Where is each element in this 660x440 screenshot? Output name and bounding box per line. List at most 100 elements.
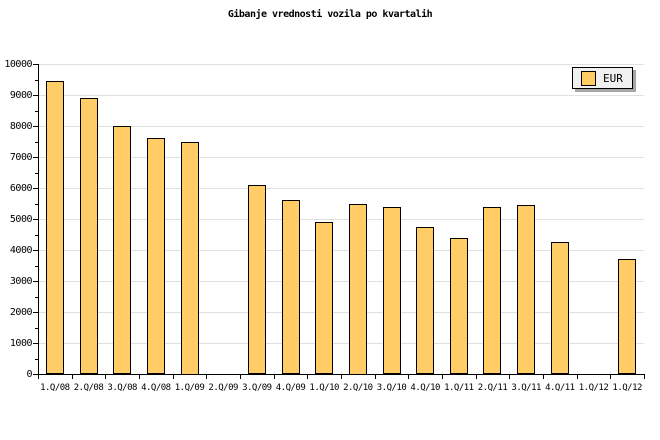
y-tick-label: 5000 xyxy=(9,214,33,225)
x-tick-label: 1.Q/08 xyxy=(40,383,70,393)
y-tick-label: 0 xyxy=(26,369,32,380)
bar-1.Q/12 xyxy=(618,259,636,374)
x-tick xyxy=(476,374,477,379)
legend-label: EUR xyxy=(603,71,623,85)
x-tick-label: 4.Q/11 xyxy=(545,383,575,393)
gridline xyxy=(38,157,644,158)
y-minor-tick xyxy=(35,141,38,143)
x-tick-label: 4.Q/08 xyxy=(141,383,171,393)
bar-4.Q/09 xyxy=(282,200,300,374)
y-major-tick xyxy=(33,281,38,282)
y-major-tick xyxy=(33,64,38,65)
x-tick xyxy=(509,374,510,379)
bar-1.Q/08 xyxy=(46,81,64,374)
y-tick-label: 1000 xyxy=(9,338,33,349)
x-tick-label: 2.Q/09 xyxy=(208,383,238,393)
gridline xyxy=(38,95,644,96)
x-tick-label: 3.Q/08 xyxy=(107,383,137,393)
x-tick xyxy=(38,374,39,379)
bar-4.Q/11 xyxy=(551,242,569,374)
bar-1.Q/11 xyxy=(450,238,468,374)
x-tick-label: 4.Q/10 xyxy=(410,383,440,393)
x-tick xyxy=(543,374,544,379)
x-tick-label: 4.Q/09 xyxy=(275,383,306,393)
y-tick-label: 3000 xyxy=(9,276,33,287)
x-tick-label: 3.Q/09 xyxy=(242,383,272,393)
gridline xyxy=(38,343,644,344)
bar-4.Q/08 xyxy=(147,138,165,374)
x-tick xyxy=(307,374,308,379)
y-tick-label: 4000 xyxy=(9,245,33,256)
y-minor-tick xyxy=(35,358,38,360)
x-tick xyxy=(610,374,611,379)
gridline xyxy=(38,312,644,313)
gridline xyxy=(38,188,644,189)
x-tick-label: 1.Q/10 xyxy=(309,383,339,393)
bar-3.Q/09 xyxy=(248,185,266,374)
y-major-tick xyxy=(33,219,38,220)
y-minor-tick xyxy=(35,265,38,267)
y-axis xyxy=(38,64,39,375)
bar-4.Q/10 xyxy=(416,227,434,374)
gridline xyxy=(38,250,644,251)
x-tick xyxy=(105,374,106,379)
x-tick-label: 1.Q/09 xyxy=(174,383,205,393)
y-major-tick xyxy=(33,95,38,96)
x-tick-label: 2.Q/11 xyxy=(477,383,508,393)
y-tick-label: 10000 xyxy=(4,59,32,70)
x-tick xyxy=(644,374,645,379)
y-tick-label: 6000 xyxy=(9,183,33,194)
y-minor-tick xyxy=(35,172,38,174)
y-major-tick xyxy=(33,343,38,344)
x-tick xyxy=(173,374,174,379)
x-tick xyxy=(375,374,376,379)
bar-2.Q/08 xyxy=(80,98,98,374)
bar-2.Q/11 xyxy=(483,207,501,374)
x-tick xyxy=(442,374,443,379)
y-minor-tick xyxy=(35,234,38,236)
gridline xyxy=(38,126,644,127)
x-tick xyxy=(72,374,73,379)
x-tick xyxy=(274,374,275,379)
x-tick xyxy=(240,374,241,379)
y-tick-label: 2000 xyxy=(9,307,33,318)
x-tick-label: 1.Q/12 xyxy=(578,383,609,393)
y-minor-tick xyxy=(35,327,38,329)
x-tick-label: 3.Q/11 xyxy=(511,383,541,393)
x-tick xyxy=(206,374,207,379)
y-minor-tick xyxy=(35,110,38,112)
x-tick xyxy=(139,374,140,379)
bar-3.Q/11 xyxy=(517,205,535,374)
x-tick-label: 2.Q/10 xyxy=(343,383,373,393)
gridline xyxy=(38,281,644,282)
y-tick-label: 8000 xyxy=(9,121,33,132)
bar-1.Q/10 xyxy=(315,222,333,374)
y-major-tick xyxy=(33,312,38,313)
y-minor-tick xyxy=(35,296,38,298)
y-major-tick xyxy=(33,126,38,127)
x-tick-label: 1.Q/11 xyxy=(444,383,474,393)
y-minor-tick xyxy=(35,79,38,81)
bar-3.Q/10 xyxy=(383,207,401,374)
y-major-tick xyxy=(33,188,38,189)
x-tick xyxy=(577,374,578,379)
gridline xyxy=(38,64,644,65)
bar-2.Q/10 xyxy=(349,204,367,375)
x-tick-label: 3.Q/10 xyxy=(376,383,407,393)
x-tick-label: 1.Q/12 xyxy=(612,383,642,393)
y-major-tick xyxy=(33,374,38,375)
chart-title: Gibanje vrednosti vozila po kvartalih xyxy=(227,9,433,20)
x-tick-label: 2.Q/08 xyxy=(73,383,104,393)
y-major-tick xyxy=(33,250,38,251)
y-minor-tick xyxy=(35,203,38,205)
x-tick xyxy=(408,374,409,379)
bar-3.Q/08 xyxy=(113,126,131,374)
legend: EUR xyxy=(572,67,633,89)
y-tick-label: 9000 xyxy=(9,90,33,101)
y-tick-label: 7000 xyxy=(9,152,33,163)
y-major-tick xyxy=(33,157,38,158)
x-tick xyxy=(341,374,342,379)
gridline xyxy=(38,219,644,220)
